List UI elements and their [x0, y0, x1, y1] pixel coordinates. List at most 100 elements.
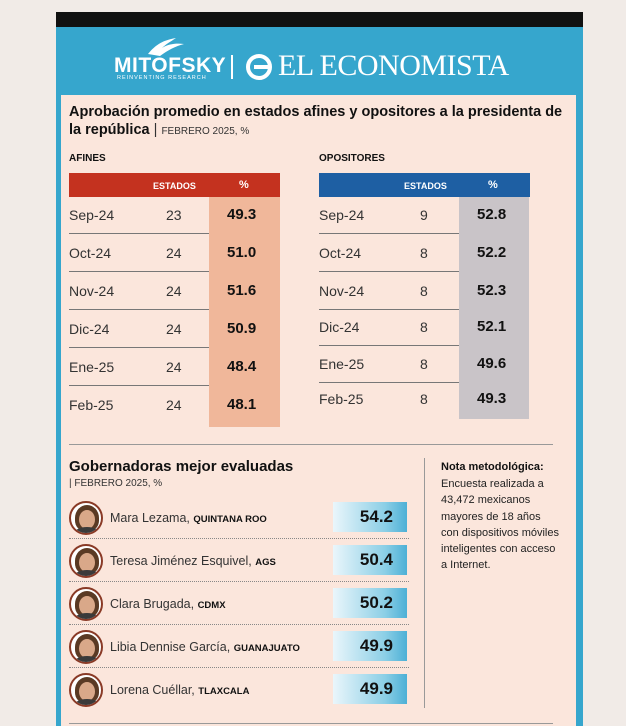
- row-divider: [69, 538, 409, 539]
- gobernadora-row: Clara Brugada, CDMX 50.2: [69, 585, 409, 628]
- opositores-pct-column: [459, 197, 529, 419]
- afines-pct: 48.1: [227, 396, 257, 413]
- opositores-estados: 8: [420, 356, 428, 372]
- gobernadora-row: Mara Lezama, QUINTANA ROO 54.2: [69, 499, 409, 542]
- opositores-pct: 52.8: [477, 206, 507, 223]
- gobernadora-name: Lorena Cuéllar, TLAXCALA: [110, 683, 249, 697]
- opositores-row: Ene-25 8 49.6: [319, 346, 530, 383]
- gobernadora-person: Clara Brugada,: [110, 597, 195, 611]
- gobernadora-name: Teresa Jiménez Esquivel, AGS: [110, 554, 276, 568]
- afines-estados: 24: [166, 359, 182, 375]
- opositores-row: Feb-25 8 49.3: [319, 383, 530, 420]
- avatar: [69, 544, 103, 578]
- row-divider: [69, 271, 209, 272]
- gobernadora-value: 49.9: [359, 636, 393, 655]
- gobernadora-state: GUANAJUATO: [233, 643, 300, 654]
- gobernadora-value: 49.9: [359, 679, 393, 698]
- opositores-pct: 49.6: [477, 355, 507, 372]
- afines-estados: 24: [166, 283, 182, 299]
- opositores-estados: 8: [420, 391, 428, 407]
- avatar: [69, 673, 103, 707]
- gobernadora-value-bar: 50.2: [333, 588, 407, 618]
- gobernadora-value-bar: 50.4: [333, 545, 407, 575]
- opositores-pct: 52.2: [477, 244, 507, 261]
- row-divider: [319, 382, 459, 383]
- page-title: Aprobación promedio en estados afines y …: [69, 103, 569, 141]
- opositores-month: Sep-24: [319, 207, 365, 223]
- row-divider: [69, 667, 409, 668]
- afines-month: Dic-24: [69, 321, 110, 337]
- row-divider: [69, 385, 209, 386]
- afines-pct: 49.3: [227, 206, 257, 223]
- opositores-pct: 49.3: [477, 390, 507, 407]
- avatar: [69, 630, 103, 664]
- afines-pct: 48.4: [227, 358, 257, 375]
- afines-pct: 51.6: [227, 282, 257, 299]
- opositores-row: Nov-24 8 52.3: [319, 273, 530, 310]
- gobernadoras-date: | FEBRERO 2025, %: [69, 478, 162, 489]
- gobernadoras-date-text: FEBRERO 2025, %: [74, 478, 163, 489]
- opositores-month: Nov-24: [319, 283, 365, 299]
- afines-month: Feb-25: [69, 397, 114, 413]
- gobernadora-value: 54.2: [359, 507, 393, 526]
- gobernadora-person: Lorena Cuéllar,: [110, 683, 195, 697]
- bottom-divider: [69, 723, 553, 724]
- afines-row: Oct-24 24 51.0: [69, 235, 280, 272]
- avatar: [69, 501, 103, 535]
- top-black-bar: [56, 12, 583, 27]
- el-economista-logo-text: EL ECONOMISTA: [278, 49, 509, 82]
- title-main: Aprobación promedio en estados afines y …: [69, 104, 563, 138]
- opositores-header-estados: ESTADOS: [404, 181, 447, 191]
- bird-logo-icon: [148, 38, 184, 56]
- row-divider: [69, 347, 209, 348]
- afines-pct-column: [209, 197, 280, 427]
- section-divider: [69, 444, 553, 445]
- row-divider: [319, 271, 459, 272]
- afines-month: Oct-24: [69, 245, 112, 261]
- afines-month: Ene-25: [69, 359, 115, 375]
- afines-estados: 24: [166, 397, 182, 413]
- row-divider: [69, 624, 409, 625]
- gobernadora-state: CDMX: [197, 600, 226, 611]
- afines-estados: 24: [166, 321, 182, 337]
- title-date: FEBRERO 2025, %: [161, 126, 250, 137]
- opositores-estados: 8: [420, 245, 428, 261]
- title-separator: |: [153, 122, 158, 138]
- afines-table-header: ESTADOS %: [69, 173, 280, 197]
- mitofsky-tagline: REINVENTING RESEARCH: [117, 75, 207, 81]
- afines-month: Sep-24: [69, 207, 115, 223]
- afines-pct: 51.0: [227, 244, 257, 261]
- opositores-row: Dic-24 8 52.1: [319, 309, 530, 346]
- gobernadora-person: Mara Lezama,: [110, 511, 190, 525]
- opositores-row: Oct-24 8 52.2: [319, 235, 530, 272]
- afines-pct: 50.9: [227, 320, 257, 337]
- row-divider: [69, 233, 209, 234]
- gobernadora-value-bar: 54.2: [333, 502, 407, 532]
- row-divider: [319, 233, 459, 234]
- opositores-label: OPOSITORES: [319, 153, 385, 164]
- afines-row: Nov-24 24 51.6: [69, 273, 280, 310]
- gobernadora-name: Libia Dennise García, GUANAJUATO: [110, 640, 300, 654]
- gobernadora-name: Mara Lezama, QUINTANA ROO: [110, 511, 267, 525]
- opositores-month: Dic-24: [319, 319, 360, 335]
- el-economista-e-icon: [246, 54, 272, 80]
- row-divider: [319, 345, 459, 346]
- afines-row: Dic-24 24 50.9: [69, 311, 280, 348]
- afines-estados: 23: [166, 207, 182, 223]
- gobernadora-state: QUINTANA ROO: [193, 514, 267, 525]
- row-divider: [319, 309, 459, 310]
- gobernadora-person: Teresa Jiménez Esquivel,: [110, 554, 252, 568]
- opositores-row: Sep-24 9 52.8: [319, 197, 530, 234]
- gobernadora-person: Libia Dennise García,: [110, 640, 231, 654]
- opositores-month: Feb-25: [319, 391, 364, 407]
- gobernadora-state: AGS: [255, 557, 276, 568]
- gobernadora-value: 50.4: [359, 550, 393, 569]
- row-divider: [69, 309, 209, 310]
- afines-row: Feb-25 24 48.1: [69, 387, 280, 424]
- gobernadora-value: 50.2: [359, 593, 393, 612]
- gobernadora-row: Teresa Jiménez Esquivel, AGS 50.4: [69, 542, 409, 585]
- gobernadoras-title: Gobernadoras mejor evaluadas: [69, 458, 294, 475]
- vertical-divider: [424, 458, 425, 708]
- opositores-estados: 8: [420, 283, 428, 299]
- afines-row: Ene-25 24 48.4: [69, 349, 280, 386]
